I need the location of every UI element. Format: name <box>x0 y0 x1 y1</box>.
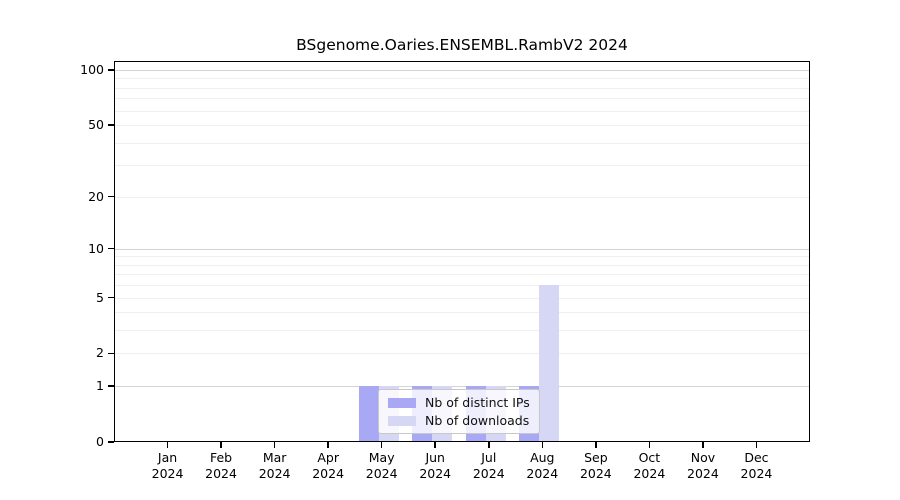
x-tick <box>702 442 704 448</box>
y-tick <box>108 195 114 198</box>
x-tick <box>595 442 597 448</box>
y-tick <box>108 296 114 299</box>
gridline-minor <box>114 165 810 167</box>
x-tick-label: Apr 2024 <box>300 450 356 481</box>
y-tick-label: 100 <box>80 62 104 77</box>
y-tick <box>108 441 114 443</box>
gridline-minor <box>114 312 810 314</box>
x-tick <box>755 442 758 448</box>
x-tick-label: Dec 2024 <box>728 450 784 481</box>
bar-distinct-ips <box>358 386 379 442</box>
x-tick <box>648 442 651 448</box>
x-tick-label: Feb 2024 <box>193 450 249 481</box>
gridline-minor <box>114 353 810 355</box>
gridline-minor <box>114 87 810 89</box>
gridline-major <box>114 70 810 71</box>
x-tick-label: Jul 2024 <box>461 450 517 481</box>
x-tick-label-month: Jan <box>157 450 178 465</box>
y-tick <box>108 124 114 126</box>
x-tick-label-month: Sep <box>584 450 608 465</box>
gridline-minor <box>114 285 810 287</box>
legend-swatch-downloads <box>388 415 416 426</box>
chart-title: BSgenome.Oaries.ENSEMBL.RambV2 2024 <box>296 36 628 54</box>
y-tick-label: 50 <box>88 117 104 133</box>
y-tick-label: 5 <box>96 289 104 305</box>
x-tick-label: Oct 2024 <box>621 450 677 481</box>
x-tick <box>434 442 436 448</box>
y-tick <box>108 352 114 355</box>
x-tick <box>220 442 222 448</box>
gridline-major <box>114 248 810 250</box>
x-tick-label-month: Mar <box>262 450 287 465</box>
x-tick <box>541 442 544 448</box>
x-tick-label-month: Jun <box>425 450 445 465</box>
x-tick-label: May 2024 <box>354 450 410 481</box>
x-tick-label-year: 2024 <box>151 465 184 481</box>
y-tick-label: 1 <box>96 378 104 394</box>
x-tick <box>166 442 169 448</box>
x-tick-label-year: 2024 <box>687 465 719 481</box>
gridline-minor <box>114 264 810 266</box>
y-tick-label: 20 <box>88 188 104 204</box>
bar-downloads <box>539 285 560 442</box>
x-tick-label-month: Feb <box>209 450 233 465</box>
gridline-minor <box>114 110 810 112</box>
gridline-minor <box>114 125 810 127</box>
gridline-minor <box>114 256 810 258</box>
x-tick-label-year: 2024 <box>419 465 452 481</box>
x-tick-label-year: 2024 <box>312 465 345 481</box>
legend-swatch-distinct-ips <box>388 397 416 408</box>
x-tick-label-month: Dec <box>744 450 769 465</box>
y-tick-label: 10 <box>88 240 104 256</box>
x-tick-label-month: Jul <box>481 450 497 465</box>
x-tick-label-year: 2024 <box>579 465 612 481</box>
y-tick <box>108 69 114 71</box>
y-tick <box>108 385 114 387</box>
x-tick-label-year: 2024 <box>365 465 398 481</box>
legend-row: Nb of downloads <box>388 413 530 428</box>
x-tick-label-year: 2024 <box>472 465 505 481</box>
x-tick-label: Nov 2024 <box>675 450 731 481</box>
legend-label: Nb of distinct IPs <box>425 395 530 410</box>
x-tick-label: Jan 2024 <box>140 450 196 481</box>
x-tick-label-month: Apr <box>317 450 339 465</box>
x-tick-label-month: May <box>368 450 395 465</box>
y-tick <box>108 247 114 250</box>
gridline-minor <box>114 196 810 198</box>
x-tick-label-year: 2024 <box>526 465 559 481</box>
x-tick <box>273 442 276 448</box>
legend-row: Nb of distinct IPs <box>388 395 530 410</box>
x-tick-label-year: 2024 <box>258 465 291 481</box>
x-tick <box>327 442 329 448</box>
gridline-minor <box>114 274 810 276</box>
x-tick-label-year: 2024 <box>740 465 773 481</box>
gridline-minor <box>114 142 810 144</box>
x-tick <box>380 442 383 448</box>
y-tick-label: 2 <box>96 345 104 361</box>
x-tick <box>488 442 490 448</box>
x-tick-label: Jun 2024 <box>407 450 463 481</box>
y-tick-label: 0 <box>96 434 104 449</box>
x-tick-label-year: 2024 <box>633 465 666 481</box>
x-tick-label: Sep 2024 <box>568 450 624 481</box>
legend: Nb of distinct IPs Nb of downloads <box>378 389 540 434</box>
gridline-minor <box>114 330 810 332</box>
gridline-minor <box>114 297 810 299</box>
x-tick-label-year: 2024 <box>205 465 237 481</box>
gridline-minor <box>114 78 810 80</box>
gridline-minor <box>114 98 810 100</box>
gridline-major <box>114 386 810 388</box>
x-tick-label-month: Nov <box>690 450 716 465</box>
x-tick-label-month: Oct <box>638 450 661 465</box>
plot-frame <box>114 61 810 442</box>
legend-label: Nb of downloads <box>425 413 530 428</box>
x-tick-label: Aug 2024 <box>514 450 570 481</box>
x-tick-label-month: Aug <box>530 450 555 465</box>
plot-area: Nb of distinct IPs Nb of downloads <box>114 61 810 442</box>
x-tick-label: Mar 2024 <box>247 450 303 481</box>
